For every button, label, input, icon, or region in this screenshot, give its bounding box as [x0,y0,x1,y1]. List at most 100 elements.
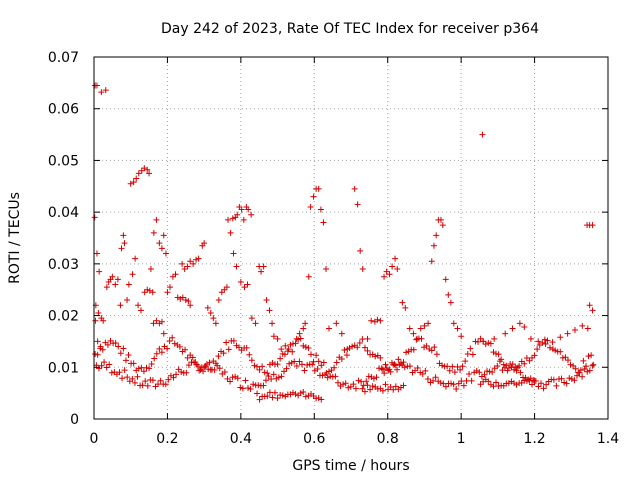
data-point [307,351,314,358]
data-point [149,377,156,384]
data-point [135,170,142,177]
data-point [166,337,173,344]
data-point [134,373,141,380]
data-point [544,337,551,344]
data-point [359,385,366,392]
data-point [450,381,457,388]
data-point [331,364,338,371]
data-point [442,383,449,390]
data-point [391,361,398,368]
data-point [491,335,498,342]
data-point [164,345,171,352]
data-point [210,315,217,322]
data-point [131,379,138,386]
data-point [389,263,396,270]
data-point [155,381,162,388]
data-point [309,361,316,368]
data-point [115,343,122,350]
data-point [332,373,339,380]
data-point [454,325,461,332]
data-point [432,374,439,381]
data-point [475,338,482,345]
data-point [444,363,451,370]
data-point [182,346,189,353]
data-point [453,385,460,392]
data-point [352,385,359,392]
data-point [176,343,183,350]
data-point [247,385,254,392]
data-point [567,361,574,368]
data-point [292,391,299,398]
data-point [175,366,182,373]
data-point [588,352,595,359]
data-point [158,349,165,356]
data-point [529,354,536,361]
data-point [440,380,447,387]
data-point [114,276,121,283]
data-point [379,366,386,373]
data-point [563,380,570,387]
data-point [361,388,368,395]
data-point [433,351,440,358]
data-point [216,365,223,372]
data-point [288,359,295,366]
data-point [182,297,189,304]
data-point [584,325,591,332]
data-point [121,240,128,247]
data-point [509,325,516,332]
data-point [201,240,208,247]
data-point [482,341,489,348]
data-point [425,320,432,327]
data-point [437,216,444,223]
data-point [207,309,214,316]
data-point [252,320,259,327]
data-point [313,352,320,359]
data-point [151,355,158,362]
data-point [356,339,363,346]
data-point [315,185,322,192]
x-tick-label: 0.4 [230,431,252,447]
data-point [586,367,593,374]
data-point [233,263,240,270]
data-points [91,82,597,403]
data-point [92,317,99,324]
data-point [248,211,255,218]
data-point [386,271,393,278]
data-point [317,206,324,213]
data-point [552,347,559,354]
data-point [287,341,294,348]
data-point [460,382,467,389]
data-point [178,369,185,376]
data-point [142,378,149,385]
data-point [254,390,261,397]
data-point [256,396,263,403]
data-point [301,367,308,374]
data-point [211,367,218,374]
data-point [378,365,385,372]
data-point [246,351,253,358]
data-point [125,351,132,358]
data-point [584,368,591,375]
data-point [421,322,428,329]
data-point [121,367,128,374]
y-tick-label: 0.04 [48,205,79,221]
data-point [399,299,406,306]
data-point [412,367,419,374]
data-point [445,291,452,298]
data-point [240,216,247,223]
data-point [153,216,160,223]
data-point [363,378,370,385]
data-point [479,131,486,138]
data-point [251,362,258,369]
data-point [557,348,564,355]
data-point [476,369,483,376]
data-point [135,302,142,309]
data-point [237,384,244,391]
data-point [280,368,287,375]
data-point [93,250,100,257]
data-point [581,365,588,372]
data-point [379,387,386,394]
data-point [269,360,276,367]
data-point [333,359,340,366]
chart-title: Day 242 of 2023, Rate Of TEC Index for r… [161,21,539,37]
